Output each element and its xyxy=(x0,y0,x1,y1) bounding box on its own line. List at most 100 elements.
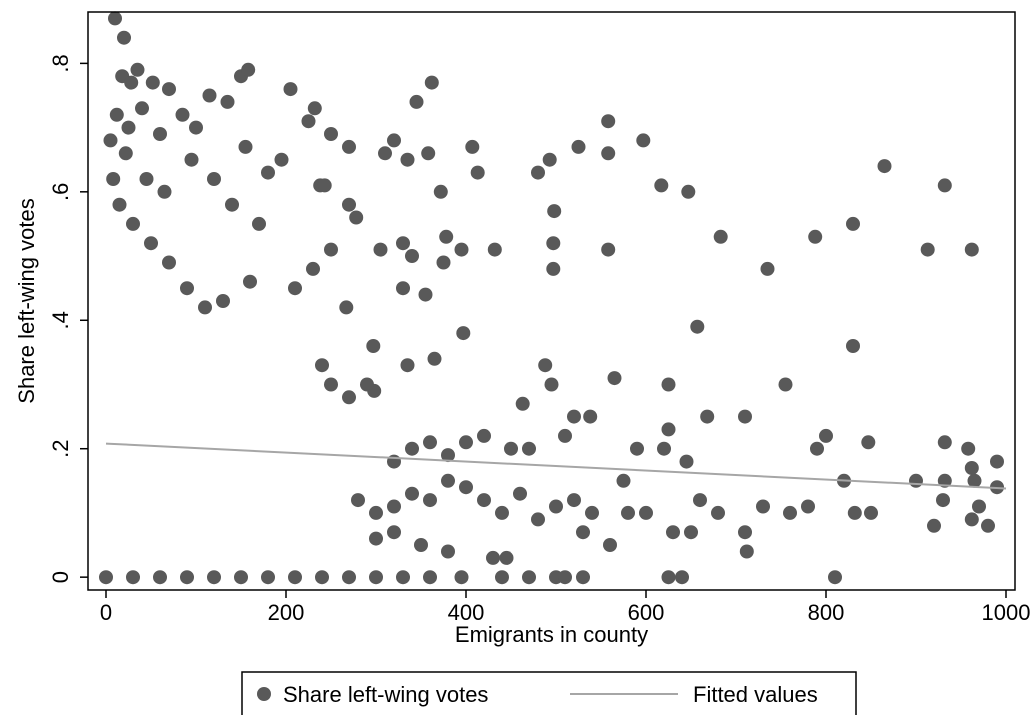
data-point xyxy=(808,229,823,244)
y-tick-label: .4 xyxy=(48,311,73,329)
data-point xyxy=(234,570,248,585)
data-point xyxy=(126,216,140,231)
data-point xyxy=(576,570,590,585)
data-point xyxy=(657,441,671,456)
data-point xyxy=(567,493,581,508)
data-point xyxy=(679,454,694,469)
data-point xyxy=(405,249,419,263)
data-point xyxy=(175,107,190,122)
data-point xyxy=(180,570,194,585)
data-point xyxy=(139,172,154,186)
data-point xyxy=(515,396,530,411)
data-point xyxy=(106,172,121,186)
data-point xyxy=(547,204,562,219)
data-point xyxy=(847,505,862,520)
data-point xyxy=(937,178,952,193)
data-point xyxy=(544,377,559,392)
data-point xyxy=(486,550,500,565)
data-point xyxy=(964,512,979,527)
data-point xyxy=(661,377,676,392)
data-point xyxy=(531,165,545,180)
data-point xyxy=(639,505,653,520)
y-tick-label: .2 xyxy=(48,440,73,458)
data-point xyxy=(538,358,553,373)
data-point xyxy=(558,428,572,443)
data-point xyxy=(202,88,217,103)
data-point xyxy=(738,409,752,424)
data-point xyxy=(424,75,439,90)
data-point xyxy=(423,493,437,508)
data-point xyxy=(465,139,480,154)
data-point xyxy=(184,152,199,167)
data-point xyxy=(378,146,392,161)
data-point xyxy=(405,486,419,501)
y-tick-label: 0 xyxy=(48,571,73,583)
data-point xyxy=(810,441,824,456)
data-point xyxy=(864,505,878,520)
data-point xyxy=(189,120,203,135)
data-point xyxy=(366,339,381,353)
data-point xyxy=(607,371,622,386)
data-point xyxy=(349,210,364,225)
data-point xyxy=(216,294,230,308)
data-point xyxy=(109,107,124,122)
data-point xyxy=(261,165,275,180)
data-point xyxy=(396,236,410,251)
data-point xyxy=(621,505,635,520)
data-point xyxy=(315,358,329,373)
data-point xyxy=(162,82,176,97)
data-point xyxy=(603,538,617,552)
data-point xyxy=(964,461,979,475)
data-point xyxy=(126,570,140,585)
data-point xyxy=(439,229,454,244)
data-point xyxy=(675,570,689,585)
data-point xyxy=(135,101,149,116)
data-point xyxy=(576,525,590,540)
data-point xyxy=(459,480,473,495)
data-point xyxy=(307,101,322,116)
data-point xyxy=(400,358,415,373)
data-point xyxy=(927,518,941,533)
data-point xyxy=(396,570,410,585)
data-point xyxy=(261,570,275,585)
data-point xyxy=(546,236,561,251)
data-point xyxy=(441,544,455,559)
data-point xyxy=(661,422,676,437)
x-axis: 0 200 400 600 800 1000 xyxy=(100,590,1030,625)
data-point xyxy=(454,570,469,585)
data-point xyxy=(972,499,986,514)
data-point xyxy=(369,531,383,546)
data-point xyxy=(549,499,563,514)
data-point xyxy=(920,242,935,257)
data-point xyxy=(666,525,680,540)
data-point xyxy=(351,493,365,508)
data-point xyxy=(324,242,338,257)
legend-box xyxy=(241,671,857,717)
data-point xyxy=(828,570,842,585)
data-point xyxy=(324,377,338,392)
data-point xyxy=(342,197,356,212)
data-point xyxy=(427,351,442,366)
data-point xyxy=(522,441,536,456)
data-point xyxy=(636,133,651,148)
data-point xyxy=(846,339,860,353)
points-layer xyxy=(99,11,1004,585)
data-point xyxy=(801,499,815,514)
data-point xyxy=(117,30,131,45)
data-point xyxy=(700,409,715,424)
x-axis-title: Emigrants in county xyxy=(455,622,648,647)
data-point xyxy=(711,505,725,520)
data-point xyxy=(558,570,572,585)
data-point xyxy=(241,62,256,77)
data-point xyxy=(387,454,401,469)
data-point xyxy=(778,377,793,392)
legend-marker-scatter xyxy=(257,687,271,701)
data-point xyxy=(441,473,455,488)
data-point xyxy=(967,473,982,488)
plot-frame xyxy=(87,11,1016,591)
data-point xyxy=(504,441,518,456)
data-point xyxy=(238,139,253,154)
